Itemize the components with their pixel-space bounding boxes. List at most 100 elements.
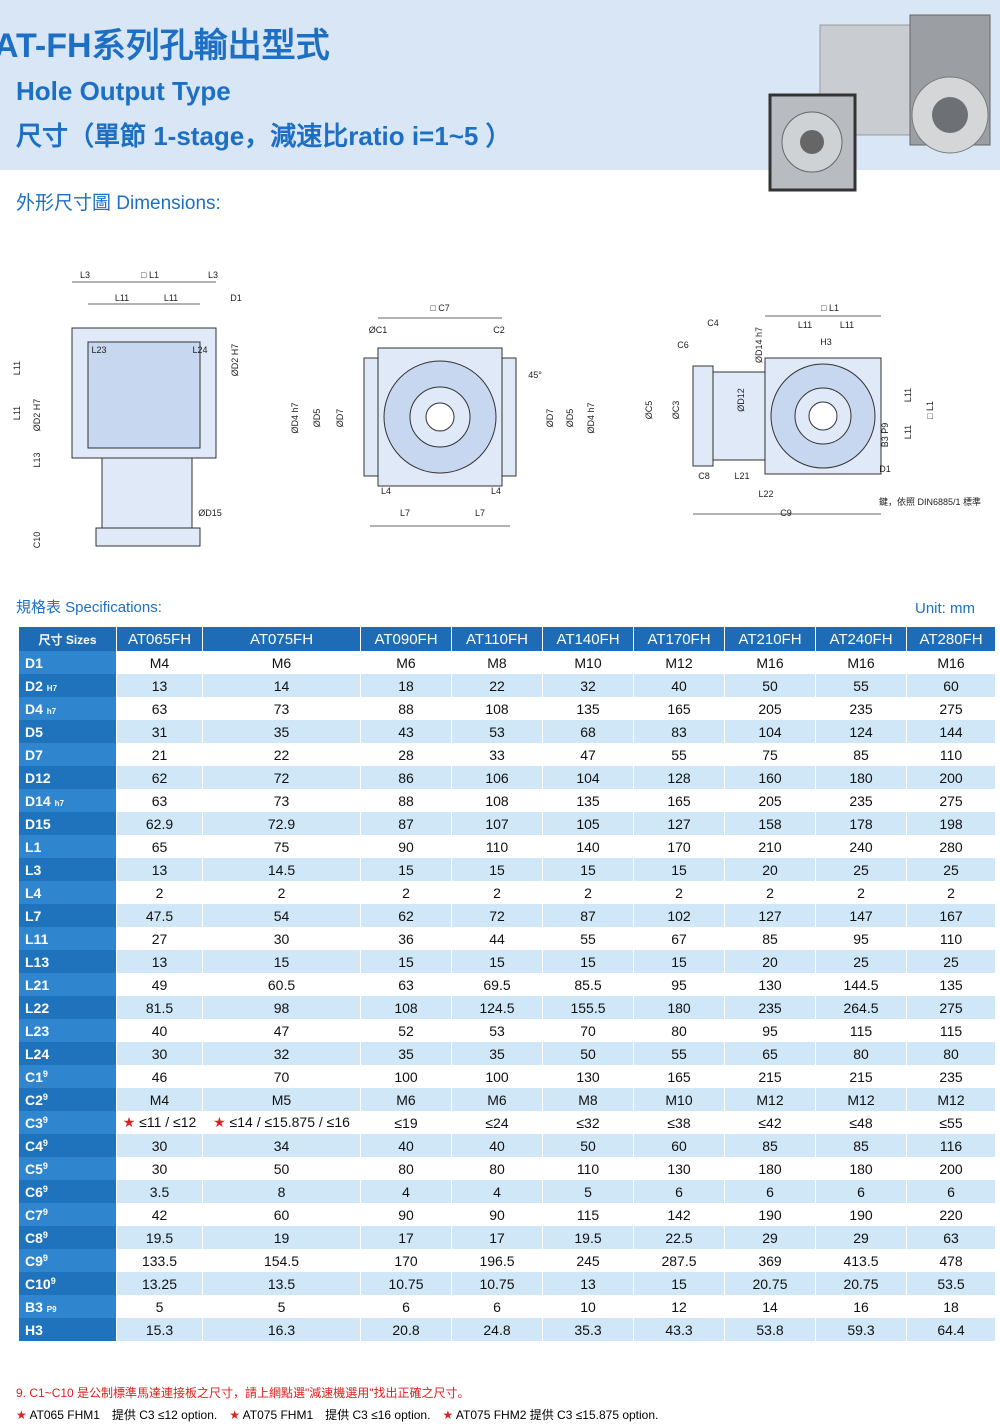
row-name: C9 xyxy=(25,1252,43,1269)
dimension-label: C4 xyxy=(707,318,719,328)
cell: 59.3 xyxy=(815,1318,907,1341)
table-row: L23 40 47 52 53 70 80 95 115 115 xyxy=(18,1019,995,1042)
cell: 63 xyxy=(906,1226,995,1249)
cell: 60 xyxy=(202,1203,361,1226)
cell: 2 xyxy=(360,881,452,904)
cell: 124.5 xyxy=(451,996,543,1019)
cell: 140 xyxy=(542,835,634,858)
row-note: 9 xyxy=(42,1114,48,1125)
row-name: C5 xyxy=(25,1160,43,1177)
row-label: D15 xyxy=(18,812,117,835)
cell: 135 xyxy=(906,973,995,996)
row-label: D4 h7 xyxy=(18,697,117,720)
cell: 196.5 xyxy=(451,1249,543,1272)
dimension-label: L11 xyxy=(12,361,22,375)
spec-table: 尺寸 Sizes AT065FH AT075FH AT090FH AT110FH AT14… xyxy=(18,627,995,1341)
cell: 178 xyxy=(815,812,907,835)
row-name: L13 xyxy=(25,953,50,970)
cell: 13 xyxy=(116,674,203,697)
cell: 95 xyxy=(815,927,907,950)
cell: 110 xyxy=(542,1157,634,1180)
table-row: L22 81.5 98 108 124.5 155.5 180 235 264.5 275 xyxy=(18,996,995,1019)
cell: 205 xyxy=(724,789,816,812)
dimension-label: ØD7 xyxy=(545,409,555,428)
cell: 19.5 xyxy=(116,1226,203,1249)
cell: 55 xyxy=(542,927,634,950)
cell: 240 xyxy=(815,835,907,858)
dimension-label: L11 xyxy=(115,293,129,303)
row-name: D12 xyxy=(25,769,51,786)
cell: 67 xyxy=(633,927,725,950)
dimension-drawings: L3 □ L1 L3 L11 L11 D1 L23 L24 ØD2 H7 L11 L11 ØD2 H7… xyxy=(12,270,981,548)
dimension-label: ØC1 xyxy=(369,325,388,335)
stage-line: 尺寸（單節 1-stage，減速比ratio i=1~5 ） xyxy=(16,121,512,151)
cell: 29 xyxy=(815,1226,907,1249)
specs-heading: 規格表 Specifications: xyxy=(16,599,162,616)
cell: 6 xyxy=(633,1180,725,1203)
cell: 107 xyxy=(451,812,543,835)
cell: 31 xyxy=(116,720,203,743)
row-name: D4 xyxy=(25,700,43,717)
table-row: B3 P9 5 5 6 6 10 12 14 16 18 xyxy=(18,1295,995,1318)
dimension-label: □ C7 xyxy=(430,303,449,313)
cell: 72.9 xyxy=(202,812,361,835)
cell: 95 xyxy=(633,973,725,996)
cell: 17 xyxy=(360,1226,452,1249)
cell: 16 xyxy=(815,1295,907,1318)
row-tolerance: P9 xyxy=(46,1304,57,1314)
cell: M5 xyxy=(202,1088,361,1111)
dimension-label: L7 xyxy=(475,508,485,518)
cell: 53 xyxy=(451,720,543,743)
cell: 245 xyxy=(542,1249,634,1272)
cell: 19 xyxy=(202,1226,361,1249)
cell: 2 xyxy=(633,881,725,904)
cell: 180 xyxy=(724,1157,816,1180)
table-row: D15 62.9 72.9 87 107 105 127 158 178 198 xyxy=(18,812,995,835)
unit: Unit: mm xyxy=(915,600,975,617)
cell: 36 xyxy=(360,927,452,950)
cell: 15 xyxy=(542,858,634,881)
title: AT-FH系列孔輸出型式 xyxy=(0,27,330,65)
cell: 85 xyxy=(724,927,816,950)
cell: 5 xyxy=(542,1180,634,1203)
dimension-label: L7 xyxy=(400,508,410,518)
cell: 60 xyxy=(906,674,995,697)
cell: 22 xyxy=(202,743,361,766)
cell: 264.5 xyxy=(815,996,907,1019)
cell: 43 xyxy=(360,720,452,743)
cell: 167 xyxy=(906,904,995,927)
cell: ≤55 xyxy=(906,1111,995,1134)
cell: 55 xyxy=(633,743,725,766)
row-label: D14 h7 xyxy=(18,789,117,812)
cell: 24.8 xyxy=(451,1318,543,1341)
cell: 13.25 xyxy=(116,1272,203,1295)
row-name: C3 xyxy=(25,1114,43,1131)
table-row: D2 H7 13 14 18 22 32 40 50 55 60 xyxy=(18,674,995,697)
table-row: C19 46 70 100 100 130 165 215 215 235 xyxy=(18,1065,995,1088)
cell: 63 xyxy=(360,973,452,996)
cell: 50 xyxy=(202,1157,361,1180)
cell: 42 xyxy=(116,1203,203,1226)
cell: 115 xyxy=(542,1203,634,1226)
row-tolerance: H7 xyxy=(46,683,58,693)
cell: 75 xyxy=(724,743,816,766)
cell: 30 xyxy=(116,1042,203,1065)
table-row: D12 62 72 86 106 104 128 160 180 200 xyxy=(18,766,995,789)
cell: 85 xyxy=(815,1134,907,1157)
option-text: AT075 FHM1 提供 C3 ≤16 option. xyxy=(242,1408,431,1422)
dimension-label: L23 xyxy=(91,345,106,355)
table-row: D5 31 35 43 53 68 83 104 124 144 xyxy=(18,720,995,743)
cell: 280 xyxy=(906,835,995,858)
cell: 35 xyxy=(360,1042,452,1065)
header-cell: AT075FH xyxy=(202,627,361,651)
row-label: C39 xyxy=(18,1111,117,1134)
cell: 20 xyxy=(724,950,816,973)
header-cell: AT170FH xyxy=(633,627,725,651)
cell: 43.3 xyxy=(633,1318,725,1341)
cell: M12 xyxy=(815,1088,907,1111)
row-name: C6 xyxy=(25,1183,43,1200)
row-label: D2 H7 xyxy=(18,674,117,697)
cell: 85.5 xyxy=(542,973,634,996)
cell: 200 xyxy=(906,1157,995,1180)
cell-text: ≤11 / ≤12 xyxy=(139,1114,197,1130)
